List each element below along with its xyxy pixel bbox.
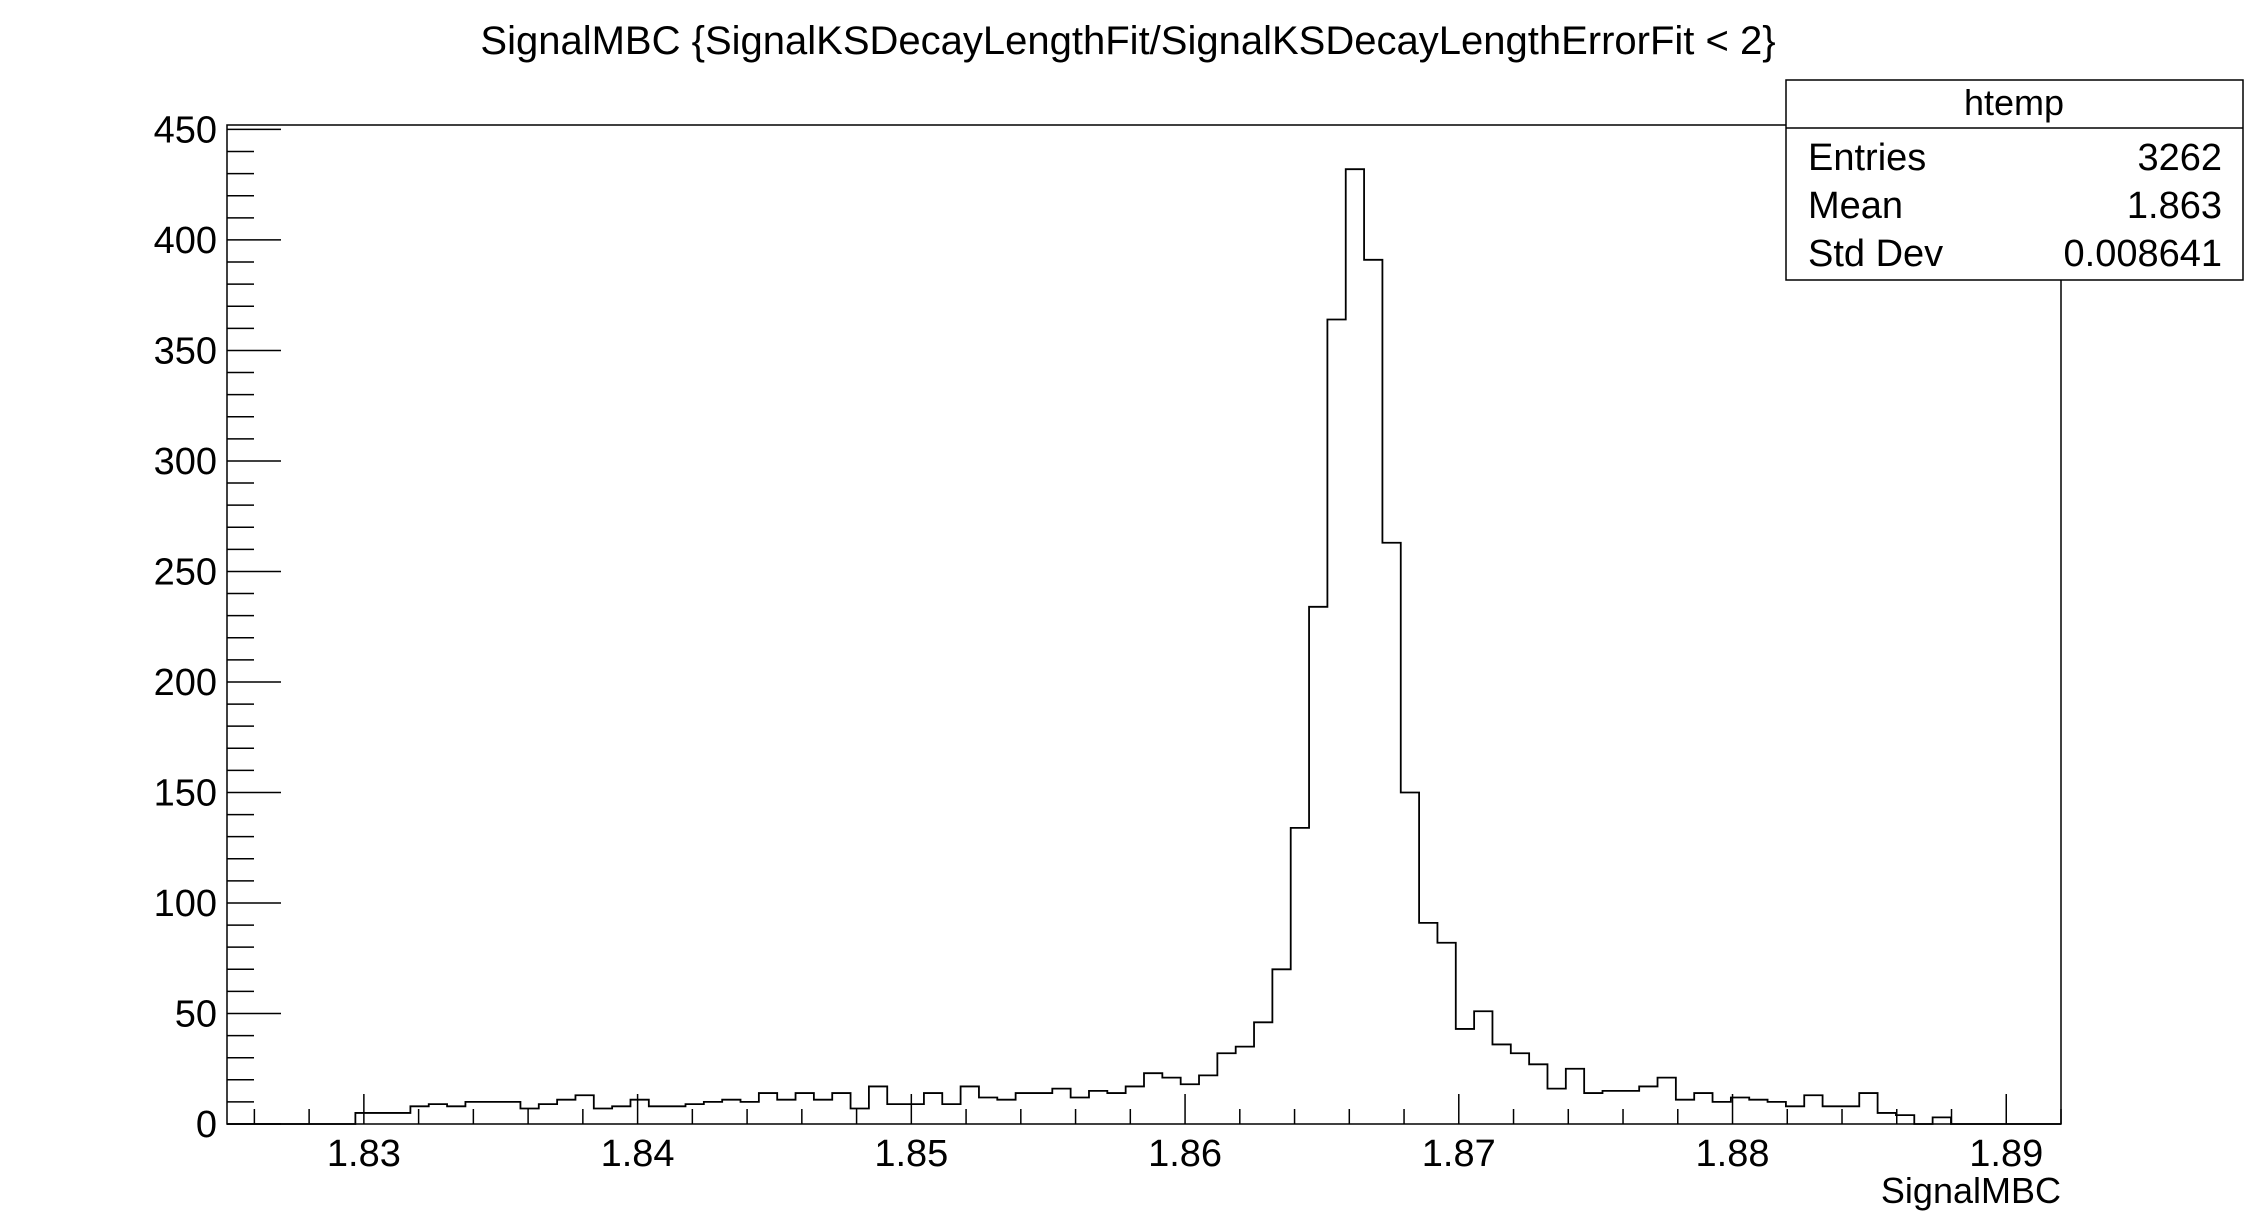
y-axis-ticks xyxy=(227,128,281,1125)
stats-box: htemp Entries 3262 Mean 1.863 Std Dev 0.… xyxy=(1785,79,2244,281)
y-tick-label: 50 xyxy=(175,993,217,1035)
x-tick-label: 1.85 xyxy=(874,1133,948,1175)
x-axis-ticks xyxy=(253,1094,2062,1124)
plot-frame xyxy=(226,124,2062,1125)
stat-label-entries: Entries xyxy=(1808,137,1926,179)
y-tick-label: 150 xyxy=(154,772,217,814)
x-tick-label: 1.86 xyxy=(1148,1133,1222,1175)
y-tick-label: 400 xyxy=(154,220,217,262)
y-tick-label: 0 xyxy=(196,1104,217,1146)
y-tick-label: 100 xyxy=(154,883,217,925)
stat-value-stddev: 0.008641 xyxy=(2064,233,2223,275)
x-axis-labels: 1.83 1.84 1.85 1.86 1.87 1.88 1.89 xyxy=(327,1133,2043,1175)
stat-label-stddev: Std Dev xyxy=(1808,233,1943,275)
stat-value-mean: 1.863 xyxy=(2127,185,2222,227)
y-axis-labels: 0 50 100 150 200 250 300 350 400 450 xyxy=(154,109,217,1146)
histogram-series xyxy=(227,168,2061,1125)
x-tick-label: 1.87 xyxy=(1422,1133,1496,1175)
chart-title: SignalMBC {SignalKSDecayLengthFit/Signal… xyxy=(480,19,1775,63)
x-tick-label: 1.83 xyxy=(327,1133,401,1175)
y-tick-label: 450 xyxy=(154,109,217,151)
stats-box-title: htemp xyxy=(1964,82,2064,123)
y-tick-label: 200 xyxy=(154,662,217,704)
y-tick-label: 350 xyxy=(154,330,217,372)
stat-label-mean: Mean xyxy=(1808,185,1903,227)
x-axis-title: SignalMBC xyxy=(1881,1170,2061,1211)
y-tick-label: 250 xyxy=(154,551,217,593)
x-tick-label: 1.88 xyxy=(1696,1133,1770,1175)
x-tick-label: 1.84 xyxy=(601,1133,675,1175)
y-tick-label: 300 xyxy=(154,441,217,483)
stat-value-entries: 3262 xyxy=(2137,137,2222,179)
x-tick-label: 1.89 xyxy=(1969,1133,2043,1175)
